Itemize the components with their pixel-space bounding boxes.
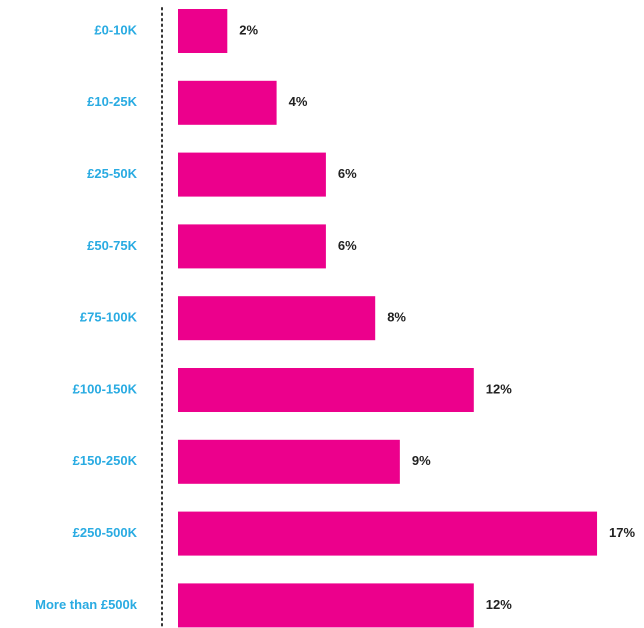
category-label: £150-250K bbox=[73, 453, 138, 468]
category-label: £100-150K bbox=[73, 381, 138, 396]
value-label: 9% bbox=[412, 453, 431, 468]
value-label: 6% bbox=[338, 238, 357, 253]
bar bbox=[178, 583, 474, 628]
category-label: £25-50K bbox=[87, 166, 137, 181]
bar bbox=[178, 439, 400, 484]
value-label: 4% bbox=[289, 94, 308, 109]
category-label: £10-25K bbox=[87, 94, 137, 109]
value-label: 8% bbox=[387, 310, 406, 325]
value-label: 2% bbox=[239, 22, 258, 37]
bar bbox=[178, 224, 326, 269]
value-label: 12% bbox=[486, 381, 512, 396]
value-label: 6% bbox=[338, 166, 357, 181]
bar bbox=[178, 152, 326, 197]
value-label: 17% bbox=[609, 525, 635, 540]
bar bbox=[178, 80, 277, 125]
category-label: £50-75K bbox=[87, 238, 137, 253]
value-label: 12% bbox=[486, 597, 512, 612]
bar bbox=[178, 296, 376, 341]
category-label: More than £500k bbox=[35, 597, 138, 612]
category-label: £75-100K bbox=[80, 310, 138, 325]
category-label: £0-10K bbox=[94, 22, 137, 37]
bar bbox=[178, 368, 474, 412]
category-label: £250-500K bbox=[73, 525, 138, 540]
bar bbox=[178, 9, 228, 53]
bar bbox=[178, 511, 598, 556]
